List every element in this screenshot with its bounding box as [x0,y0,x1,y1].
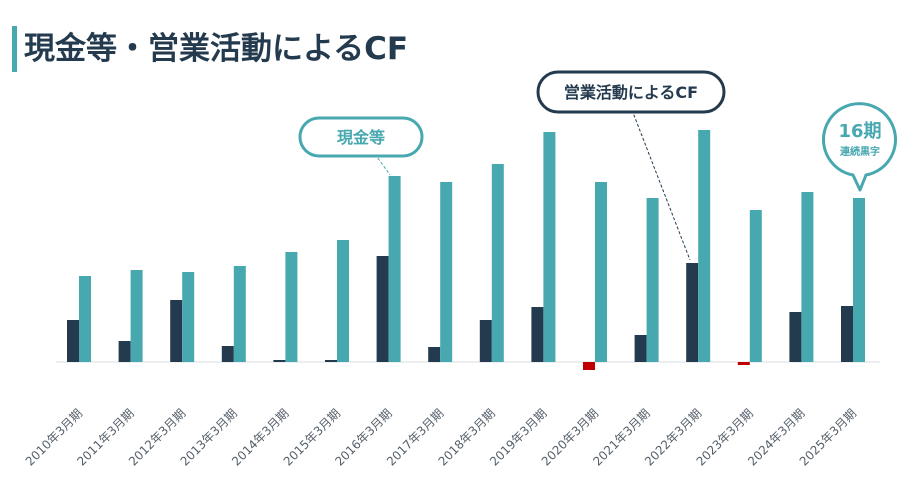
cash-callout-label: 現金等 [337,128,385,147]
bar-cash-15 [853,198,865,362]
bar-cash-10 [595,182,607,362]
page-title: 現金等・営業活動によるCF [24,31,408,67]
bar-cash-6 [388,176,401,362]
bar-operating-cf-0 [67,320,79,362]
bar-operating-cf-7 [428,347,441,362]
bar-operating-cf-8 [479,320,492,362]
bar-operating-cf-4 [273,360,286,362]
title-accent-bar [12,26,17,72]
operating-cf-callout-label: 営業活動によるCF [564,83,698,102]
bar-operating-cf-15 [841,306,853,362]
x-tick-labels: 2010年3月期2011年3月期2012年3月期2013年3月期2014年3月期… [23,406,859,468]
bar-operating-cf-6 [376,256,389,362]
operating-cf-callout-leader [631,109,691,261]
bar-operating-cf-1 [118,341,131,362]
bar-cash-0 [79,276,91,362]
bar-operating-cf-10 [583,362,595,370]
bar-operating-cf-9 [531,307,544,362]
bar-cash-3 [233,266,246,362]
bar-cash-5 [337,240,349,362]
profit-streak-label: 連続黒字 [840,145,880,158]
bar-operating-cf-2 [170,300,183,362]
bar-operating-cf-11 [634,335,647,362]
bar-operating-cf-14 [789,312,802,362]
profit-streak-callout: 16期 連続黒字 [822,102,897,192]
bar-cash-12 [698,130,711,362]
bar-operating-cf-13 [737,362,750,365]
cash-callout: 現金等 [298,116,424,176]
bar-cash-11 [646,198,659,362]
profit-streak-number: 16期 [838,121,881,142]
bar-cash-13 [749,210,762,362]
bar-cash-1 [130,270,143,362]
bar-cash-9 [543,132,556,362]
bar-cash-4 [285,252,298,362]
bar-operating-cf-3 [221,346,234,362]
operating-cf-callout-box [536,70,726,114]
bar-cash-14 [801,192,814,362]
bar-cash-7 [440,182,453,362]
bar-cash-2 [182,272,195,362]
operating-cf-callout: 営業活動によるCF [536,70,726,261]
bar-group [67,130,865,370]
profit-streak-bubble [822,102,897,192]
bar-cash-8 [491,164,504,362]
bar-operating-cf-12 [686,263,699,362]
bar-operating-cf-5 [325,360,337,362]
cash-callout-box [298,116,424,158]
cash-callout-leader [374,153,391,176]
